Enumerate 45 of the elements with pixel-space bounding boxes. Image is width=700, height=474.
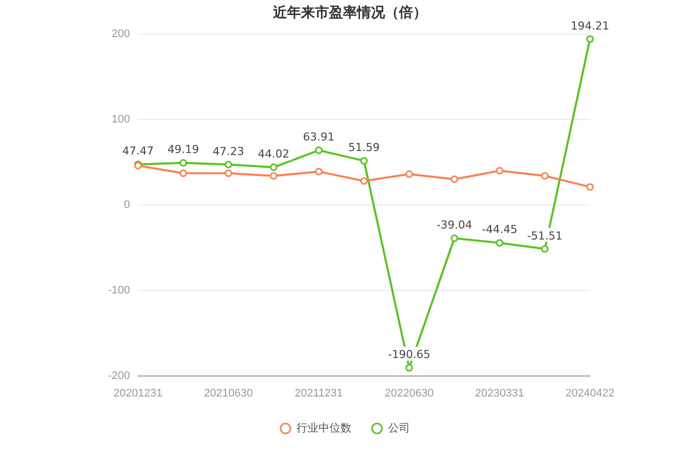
data-label: -190.65 bbox=[388, 348, 430, 362]
point bbox=[224, 160, 232, 168]
point bbox=[360, 157, 368, 165]
data-label: 194.21 bbox=[570, 19, 610, 32]
y-tick-label: -100 bbox=[108, 284, 130, 296]
data-label: 44.02 bbox=[258, 148, 290, 161]
point bbox=[450, 176, 458, 184]
point bbox=[405, 364, 413, 372]
data-label: 49.19 bbox=[167, 143, 199, 156]
data-label: -44.45 bbox=[482, 223, 518, 236]
data-label: 47.23 bbox=[212, 144, 244, 158]
point bbox=[270, 164, 278, 172]
point bbox=[541, 172, 549, 180]
point bbox=[179, 170, 187, 178]
legend-label: 行业中位数 bbox=[296, 422, 352, 435]
x-tick-label: 20240422 bbox=[566, 387, 614, 400]
x-tick-label: 20210630 bbox=[204, 387, 253, 400]
point bbox=[586, 183, 594, 191]
y-tick-label: 100 bbox=[112, 113, 130, 126]
point bbox=[541, 245, 549, 253]
y-tick-label: -200 bbox=[108, 370, 130, 382]
point bbox=[315, 146, 323, 154]
point bbox=[270, 172, 278, 180]
data-label: 63.91 bbox=[303, 130, 335, 144]
y-tick-label: 0 bbox=[124, 198, 130, 211]
x-tick-label: 20211231 bbox=[294, 387, 343, 400]
x-tick-label: 20201231 bbox=[114, 387, 162, 400]
point bbox=[405, 170, 413, 178]
point bbox=[496, 166, 504, 174]
data-label: -39.04 bbox=[436, 218, 472, 232]
chart-title: 近年来市盈率情况（倍） bbox=[273, 5, 427, 21]
point bbox=[586, 35, 594, 43]
point bbox=[450, 234, 458, 242]
data-label: -51.51 bbox=[527, 229, 563, 242]
x-tick-label: 20220630 bbox=[384, 387, 434, 400]
point bbox=[224, 170, 232, 178]
point bbox=[179, 159, 187, 167]
x-tick-label: 20230331 bbox=[475, 387, 524, 400]
data-label: 47.47 bbox=[122, 144, 154, 158]
point bbox=[496, 239, 504, 247]
point bbox=[360, 177, 368, 185]
point bbox=[315, 168, 323, 176]
data-label: 51.59 bbox=[348, 141, 380, 154]
legend-label: 公司 bbox=[388, 422, 410, 435]
y-tick-label: 200 bbox=[112, 28, 130, 40]
